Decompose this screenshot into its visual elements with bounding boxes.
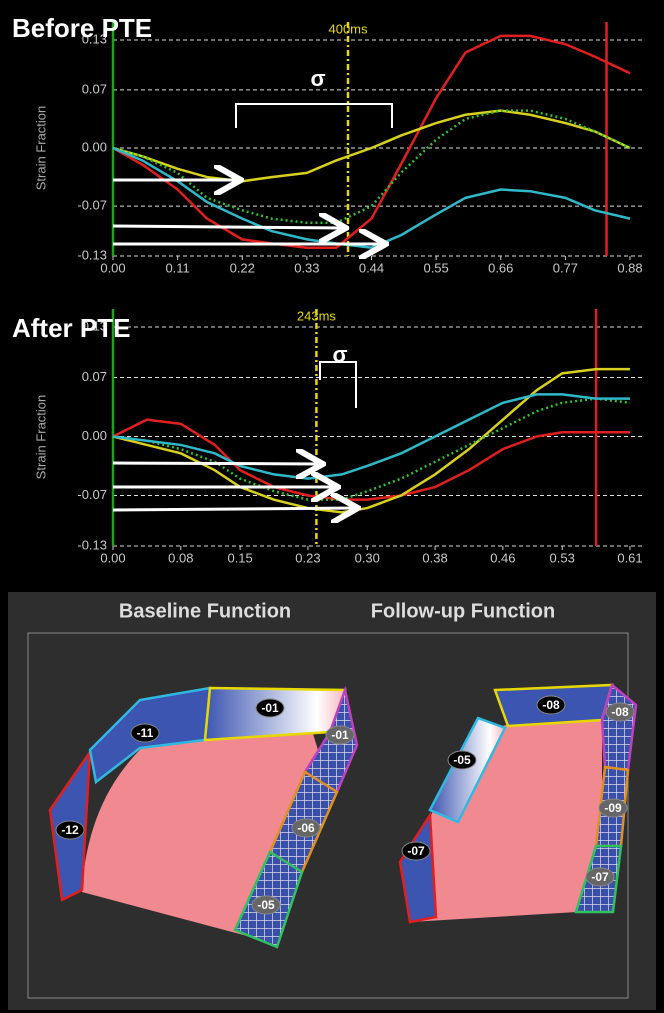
segment-label: -11 xyxy=(137,726,154,740)
segment-label: -12 xyxy=(61,823,79,837)
x-tick-label: 0.30 xyxy=(355,550,380,565)
segment-label: -08 xyxy=(542,698,560,712)
segment-label: -09 xyxy=(604,801,622,815)
figure: -0.13-0.070.000.070.130.000.110.220.330.… xyxy=(0,0,664,1013)
y-tick-label: -0.07 xyxy=(77,487,107,502)
segment-label: -01 xyxy=(331,728,349,742)
y-axis-label: Strain Fraction xyxy=(33,106,48,191)
x-tick-label: 0.53 xyxy=(550,550,575,565)
segment-label: -08 xyxy=(611,705,629,719)
x-tick-label: 0.33 xyxy=(294,260,319,275)
segment-label: -05 xyxy=(453,753,471,767)
x-tick-label: 0.44 xyxy=(359,260,384,275)
x-tick-label: 0.38 xyxy=(422,550,447,565)
x-tick-label: 0.00 xyxy=(100,260,125,275)
x-tick-label: 0.15 xyxy=(227,550,252,565)
chart-title: Before PTE xyxy=(12,13,152,43)
marker-label: 400ms xyxy=(328,21,368,36)
y-axis-label: Strain Fraction xyxy=(33,395,48,480)
y-tick-label: 0.00 xyxy=(82,139,107,154)
chart-title: After PTE xyxy=(12,313,130,343)
x-tick-label: 0.66 xyxy=(488,260,513,275)
y-tick-label: -0.07 xyxy=(77,198,107,213)
segment-label: -06 xyxy=(297,821,315,835)
x-tick-label: 0.46 xyxy=(490,550,515,565)
segment-label: -07 xyxy=(591,870,609,884)
x-tick-label: 0.22 xyxy=(230,260,255,275)
segment-label: -05 xyxy=(257,898,275,912)
x-tick-label: 0.77 xyxy=(553,260,578,275)
marker-label: 243ms xyxy=(297,308,337,323)
sigma: σ xyxy=(332,342,347,367)
segment-label: -07 xyxy=(407,844,425,858)
x-tick-label: 0.55 xyxy=(423,260,448,275)
x-tick-label: 0.88 xyxy=(617,260,642,275)
y-tick-label: 0.07 xyxy=(82,81,107,96)
panel-title: Baseline Function xyxy=(119,600,291,622)
x-tick-label: 0.00 xyxy=(100,550,125,565)
sigma: σ xyxy=(310,66,325,91)
y-tick-label: 0.07 xyxy=(82,369,107,384)
segment-label: -01 xyxy=(261,701,279,715)
panel-title: Follow-up Function xyxy=(371,600,555,622)
x-tick-label: 0.23 xyxy=(295,550,320,565)
x-tick-label: 0.61 xyxy=(617,550,642,565)
x-tick-label: 0.11 xyxy=(165,260,189,275)
y-tick-label: 0.00 xyxy=(82,428,107,443)
x-tick-label: 0.08 xyxy=(168,550,193,565)
